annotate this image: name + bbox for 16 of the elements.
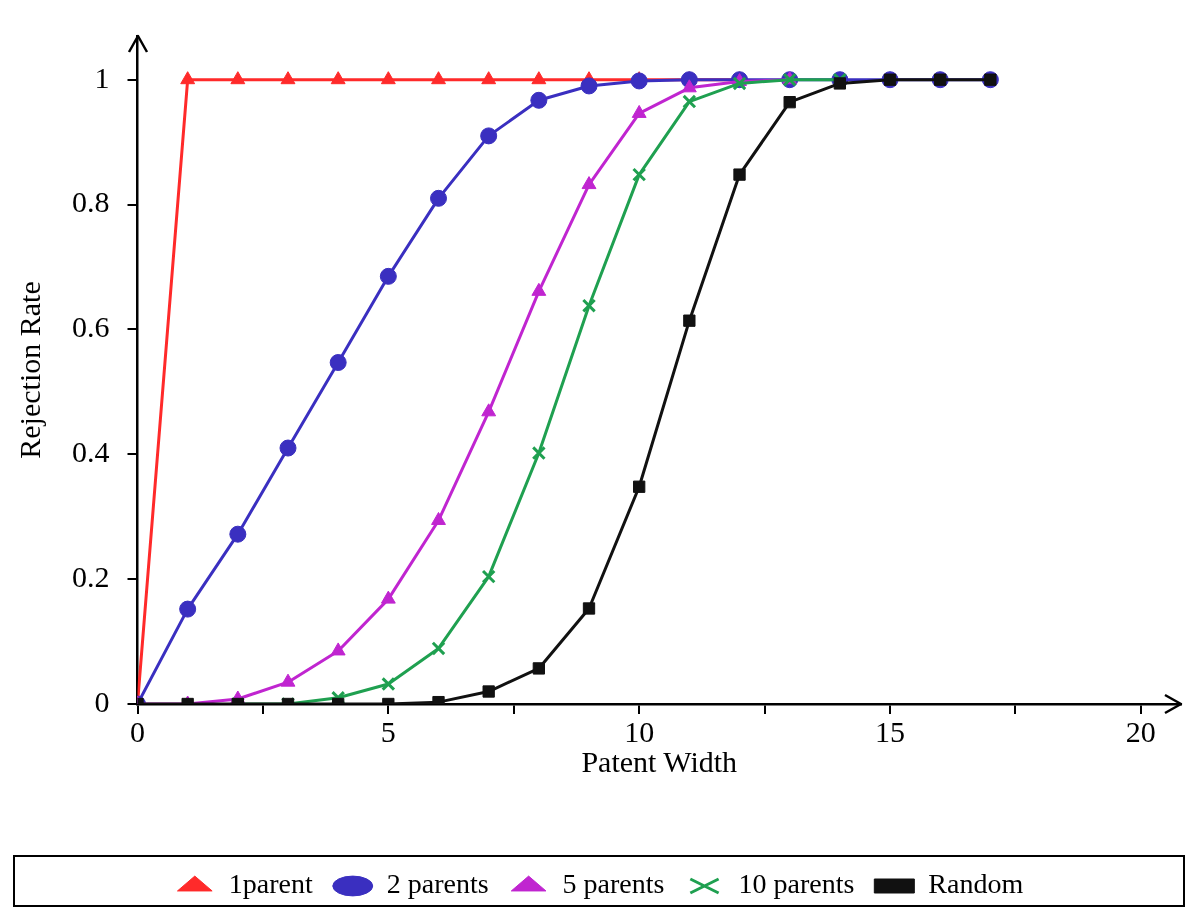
y-axis-title: Rejection Rate [12,281,46,459]
y-tick-label: 0.2 [72,560,110,594]
y-tick-label: 0.6 [72,310,110,344]
x-tick-label: 0 [130,714,145,748]
x-tick-label: 5 [380,714,396,748]
legend-label: 5 parents [562,868,665,900]
y-tick-label: 0.4 [72,435,110,469]
legend-label: Random [928,868,1024,900]
y-tick-label: 0.8 [72,185,110,219]
y-tick-label: 0 [94,684,110,718]
y-tick-label: 1 [94,60,110,94]
legend-label: 10 parents [738,868,855,900]
x-tick-label: 15 [875,714,906,748]
legend-label: 2 parents [386,868,489,900]
legend-label: 1parent [228,868,313,900]
x-tick-label: 20 [1125,714,1156,748]
